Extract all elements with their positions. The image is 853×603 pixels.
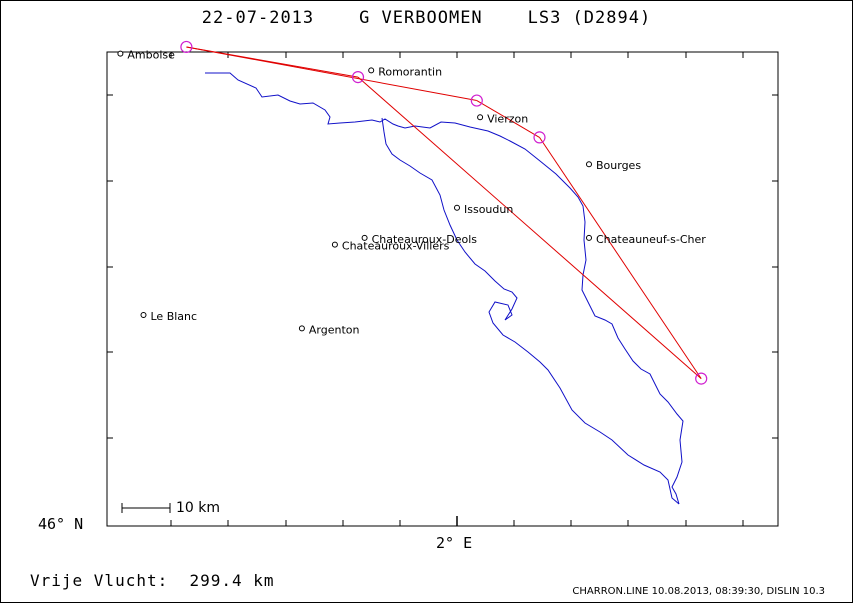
track-return bbox=[381, 117, 680, 505]
turnpoint-markers bbox=[180, 40, 708, 385]
city-marker bbox=[298, 325, 305, 332]
city-markers: Amboise Romorantin Vierzon Bourges Issoudun C… bbox=[117, 49, 706, 336]
flight-track bbox=[205, 72, 684, 505]
task-leg bbox=[186, 46, 359, 78]
city-label: Chateauroux-Villers bbox=[342, 240, 450, 253]
city-marker bbox=[586, 161, 592, 168]
turnpoint-circle bbox=[695, 372, 708, 385]
city-label: Chateauneuf-s-Cher bbox=[596, 233, 706, 246]
task-leg bbox=[476, 100, 540, 138]
city-label: Le Blanc bbox=[151, 310, 198, 323]
longitude-label: 2° E bbox=[436, 534, 473, 552]
city-label: Bourges bbox=[596, 159, 641, 172]
city-marker bbox=[586, 234, 592, 241]
turnpoint-circle bbox=[470, 94, 483, 107]
scale-bar bbox=[121, 503, 171, 513]
task-leg bbox=[539, 137, 702, 379]
city-marker bbox=[368, 67, 375, 74]
turnpoint-circle bbox=[180, 40, 193, 54]
city-label: Issoudun bbox=[464, 203, 513, 216]
plot-area bbox=[106, 51, 779, 527]
turnpoint-circle bbox=[351, 70, 365, 84]
turnpoint-circle bbox=[533, 131, 546, 144]
city-label: Argenton bbox=[309, 323, 360, 336]
city-label: Vierzon bbox=[487, 112, 528, 125]
task-lines bbox=[186, 46, 702, 379]
axis-ticks bbox=[107, 52, 778, 526]
city-marker bbox=[331, 241, 338, 248]
distance-summary: Vrije Vlucht: 299.4 km bbox=[30, 571, 275, 590]
task-leg bbox=[357, 76, 702, 379]
latitude-label: 46° N bbox=[38, 515, 84, 533]
city-marker bbox=[140, 311, 147, 318]
city-marker bbox=[477, 114, 484, 121]
city-marker bbox=[454, 204, 460, 211]
chart-title: 22-07-2013 G VERBOOMEN LS3 (D2894) bbox=[201, 8, 652, 28]
footer-info: CHARRON.LINE 10.08.2013, 08:39:30, DISLI… bbox=[572, 586, 825, 597]
scale-label: 10 km bbox=[176, 500, 221, 516]
city-label: Romorantin bbox=[378, 65, 442, 78]
track-path bbox=[205, 72, 684, 505]
city-label: Amboise bbox=[127, 49, 175, 62]
city-marker bbox=[361, 234, 368, 241]
city-label: Chateauroux-Deols bbox=[372, 233, 478, 246]
city-marker bbox=[117, 50, 124, 57]
